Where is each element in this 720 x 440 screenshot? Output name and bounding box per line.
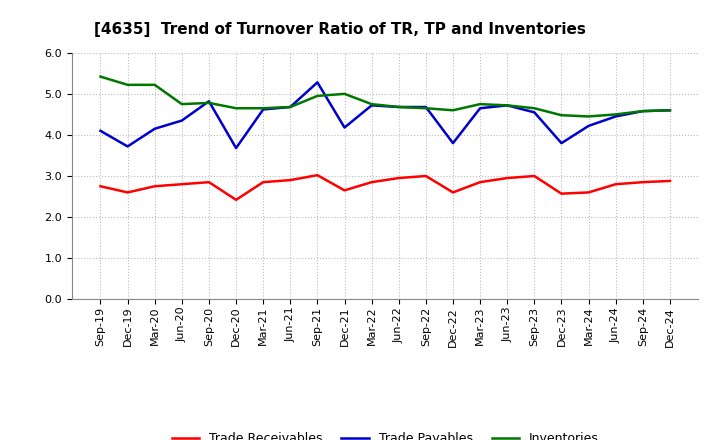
Trade Receivables (665, 178, 674, 183)
Inventories (286, 104, 294, 110)
Inventories (123, 82, 132, 88)
Trade Payables (449, 140, 457, 146)
Inventories (639, 109, 647, 114)
Inventories (96, 74, 105, 79)
Trade Payables (611, 114, 620, 119)
Trade Payables (584, 123, 593, 128)
Trade Payables (286, 104, 294, 110)
Trade Receivables (476, 180, 485, 185)
Trade Payables (178, 118, 186, 123)
Trade Receivables (204, 180, 213, 185)
Trade Payables (639, 109, 647, 114)
Trade Payables (503, 103, 511, 108)
Trade Receivables (259, 180, 268, 185)
Inventories (449, 108, 457, 113)
Trade Receivables (341, 188, 349, 193)
Trade Payables (530, 110, 539, 115)
Trade Payables (665, 108, 674, 113)
Trade Receivables (503, 176, 511, 181)
Inventories (421, 106, 430, 111)
Trade Payables (367, 103, 376, 108)
Trade Receivables (530, 173, 539, 179)
Trade Payables (476, 106, 485, 111)
Inventories (259, 106, 268, 111)
Trade Receivables (150, 183, 159, 189)
Trade Payables (395, 104, 403, 110)
Trade Receivables (178, 182, 186, 187)
Line: Trade Receivables: Trade Receivables (101, 175, 670, 200)
Inventories (557, 113, 566, 118)
Trade Receivables (96, 183, 105, 189)
Trade Receivables (421, 173, 430, 179)
Trade Payables (341, 125, 349, 130)
Trade Payables (232, 146, 240, 151)
Line: Inventories: Inventories (101, 77, 670, 117)
Inventories (313, 93, 322, 99)
Inventories (395, 104, 403, 110)
Legend: Trade Receivables, Trade Payables, Inventories: Trade Receivables, Trade Payables, Inven… (166, 427, 604, 440)
Trade Payables (313, 80, 322, 85)
Trade Payables (421, 104, 430, 110)
Trade Payables (150, 126, 159, 132)
Inventories (503, 103, 511, 108)
Trade Receivables (611, 182, 620, 187)
Trade Payables (123, 144, 132, 149)
Inventories (611, 112, 620, 117)
Line: Trade Payables: Trade Payables (101, 82, 670, 148)
Inventories (665, 108, 674, 113)
Trade Receivables (123, 190, 132, 195)
Inventories (150, 82, 159, 88)
Trade Receivables (557, 191, 566, 196)
Trade Receivables (449, 190, 457, 195)
Trade Payables (259, 107, 268, 112)
Trade Receivables (395, 176, 403, 181)
Inventories (232, 106, 240, 111)
Trade Receivables (639, 180, 647, 185)
Trade Receivables (367, 180, 376, 185)
Inventories (584, 114, 593, 119)
Inventories (476, 102, 485, 107)
Inventories (178, 102, 186, 107)
Text: [4635]  Trend of Turnover Ratio of TR, TP and Inventories: [4635] Trend of Turnover Ratio of TR, TP… (94, 22, 585, 37)
Trade Payables (96, 128, 105, 133)
Trade Receivables (286, 177, 294, 183)
Trade Receivables (313, 172, 322, 178)
Inventories (341, 91, 349, 96)
Trade Receivables (232, 197, 240, 202)
Trade Receivables (584, 190, 593, 195)
Trade Payables (557, 140, 566, 146)
Inventories (204, 100, 213, 106)
Trade Payables (204, 99, 213, 104)
Inventories (367, 102, 376, 107)
Inventories (530, 106, 539, 111)
